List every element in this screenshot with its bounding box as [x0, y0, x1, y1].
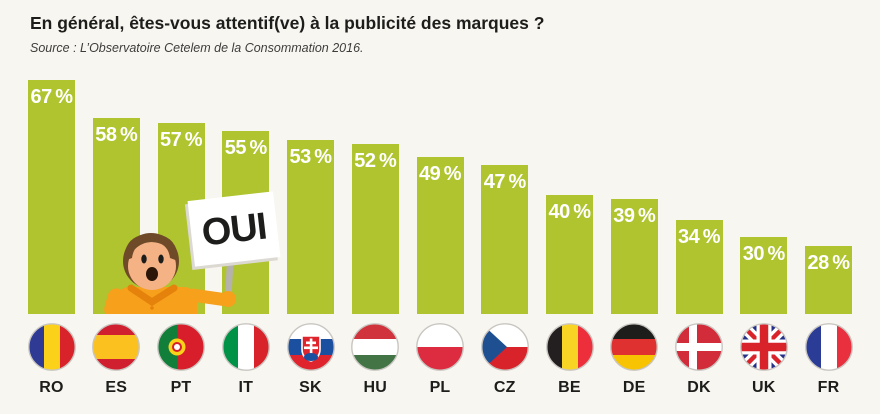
- value-label-HU: 52 %: [354, 150, 397, 172]
- bar-DK: 34 %: [675, 220, 723, 314]
- flag-france-icon: [804, 323, 853, 371]
- flag-portugal-icon: [157, 323, 205, 371]
- country-label-RO: RO: [39, 379, 64, 396]
- country-label-FR: FR: [817, 379, 840, 396]
- flag-czech-republic-icon: [480, 323, 529, 371]
- mascot-character: OUI: [104, 191, 281, 314]
- value-label-DK: 34 %: [677, 226, 721, 248]
- flag-hungary-icon: [351, 323, 400, 371]
- country-label-BE: BE: [558, 379, 581, 396]
- country-label-PT: PT: [170, 379, 192, 396]
- bar-PL: 49 %: [416, 157, 464, 314]
- country-label-SK: SK: [299, 379, 322, 396]
- chart-title: En général, êtes-vous attentif(ve) à la …: [30, 13, 545, 33]
- value-label-BE: 40 %: [548, 201, 591, 223]
- value-label-IT: 55 %: [224, 137, 268, 159]
- value-label-FR: 28 %: [807, 252, 850, 274]
- country-label-IT: IT: [238, 379, 254, 396]
- flag-germany-icon: [610, 323, 659, 371]
- country-label-UK: UK: [751, 379, 776, 396]
- value-label-PL: 49 %: [418, 163, 462, 185]
- country-label-PL: PL: [429, 379, 451, 396]
- value-label-RO: 67 %: [30, 86, 73, 108]
- country-label-CZ: CZ: [493, 379, 516, 396]
- oui-sign: OUI: [184, 191, 281, 270]
- country-label-ES: ES: [105, 379, 128, 396]
- value-label-ES: 58 %: [95, 124, 138, 146]
- flag-romania-icon: [27, 323, 76, 371]
- flag-denmark-icon: [675, 323, 723, 371]
- bar-UK: 30 %: [740, 237, 788, 314]
- flag-belgium-icon: [545, 323, 594, 371]
- country-label-DE: DE: [622, 379, 646, 396]
- oui-sign-label: OUI: [200, 205, 269, 254]
- bar-SK: 53 %: [287, 140, 334, 314]
- chart-source: Source : L’Observatoire Cetelem de la Co…: [30, 41, 364, 55]
- value-label-DE: 39 %: [613, 205, 656, 227]
- mascot-head: [123, 233, 179, 290]
- value-label-CZ: 47 %: [483, 171, 527, 193]
- country-label-DK: DK: [687, 379, 711, 396]
- flag-united-kingdom-icon: [739, 323, 788, 371]
- value-label-SK: 53 %: [289, 146, 332, 168]
- bar-CZ: 47 %: [481, 165, 529, 314]
- country-label-HU: HU: [363, 379, 387, 396]
- bar-HU: 52 %: [351, 144, 399, 314]
- flag-slovakia-icon: [286, 323, 335, 371]
- flag-poland-icon: [416, 323, 464, 371]
- bar-DE: 39 %: [610, 199, 658, 314]
- flag-spain-icon: [92, 323, 141, 371]
- bar-FR: 28 %: [805, 246, 852, 314]
- mascot-body: [104, 284, 236, 314]
- bar-RO: 67 %: [28, 80, 75, 314]
- flag-italy-icon: [221, 323, 270, 371]
- value-label-PT: 57 %: [159, 129, 203, 151]
- value-label-UK: 30 %: [742, 243, 786, 265]
- bar-BE: 40 %: [546, 195, 593, 314]
